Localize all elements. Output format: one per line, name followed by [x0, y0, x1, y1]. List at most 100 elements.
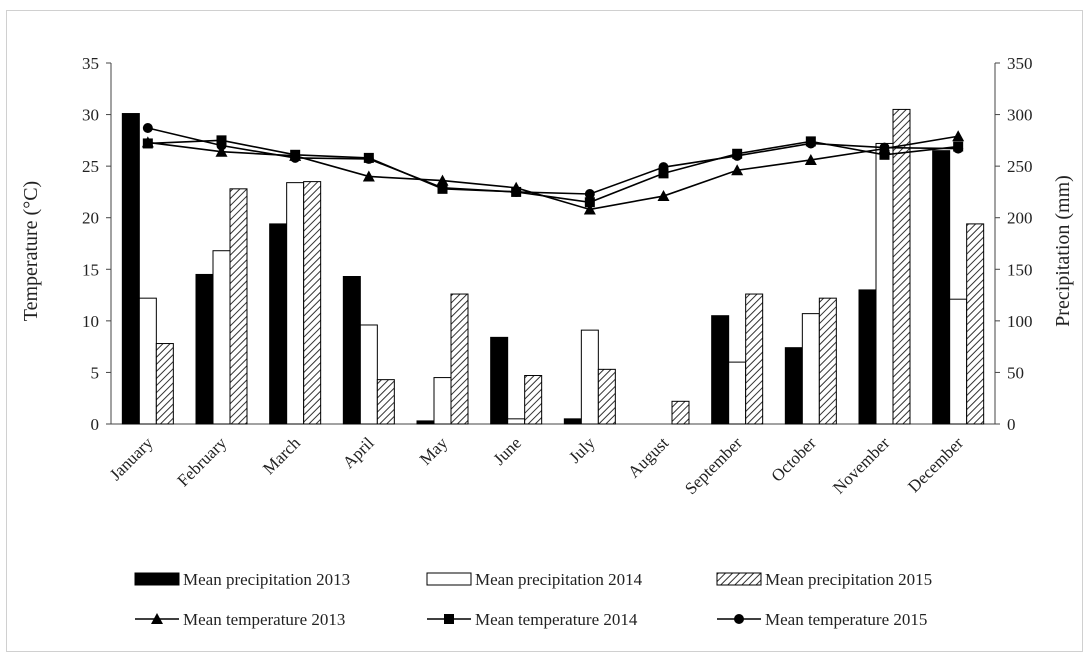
line-mean-temperature-2015: [147, 127, 959, 195]
legend-swatch: [134, 572, 180, 586]
legend-label: Mean precipitation 2013: [183, 570, 350, 589]
bar-mean-precipitation-2015: [966, 223, 985, 425]
point-mean-temperature-2015: [511, 186, 522, 197]
point-mean-temperature-2014: [142, 138, 153, 149]
y-left-tick-label: 30: [82, 106, 99, 125]
legend-marker: [734, 614, 744, 624]
point-mean-temperature-2015: [732, 150, 743, 161]
y-right-tick-label: 250: [1007, 157, 1033, 176]
bar-mean-precipitation-2013: [269, 223, 288, 425]
point-mean-temperature-2014: [879, 149, 890, 160]
bar-mean-precipitation-2015: [818, 297, 837, 425]
legend-marker: [151, 613, 163, 624]
bar-mean-precipitation-2014: [359, 324, 378, 425]
climate-chart: 05101520253035050100150200250300350Janua…: [20, 54, 1074, 629]
bar-mean-precipitation-2015: [671, 400, 690, 425]
y-right-tick-label: 200: [1007, 209, 1033, 228]
point-mean-temperature-2013: [215, 145, 228, 157]
bar-mean-precipitation-2013: [711, 315, 730, 425]
bar-mean-precipitation-2014: [433, 377, 452, 425]
legend-swatch: [426, 572, 472, 586]
legend-label: Mean temperature 2015: [765, 610, 927, 629]
line-mean-temperature-2013: [147, 135, 959, 211]
legend-label: Mean precipitation 2015: [765, 570, 932, 589]
y-right-tick-label: 150: [1007, 260, 1033, 279]
point-mean-temperature-2015: [584, 188, 595, 199]
point-mean-temperature-2014: [658, 168, 669, 179]
bar-mean-precipitation-2013: [416, 420, 435, 425]
bar-mean-precipitation-2014: [286, 182, 305, 425]
bar-mean-precipitation-2015: [892, 108, 911, 425]
point-mean-temperature-2013: [804, 153, 817, 165]
point-mean-temperature-2013: [583, 203, 596, 215]
y-right-tick-label: 350: [1007, 54, 1033, 73]
y-left-tick-label: 10: [82, 312, 99, 331]
bar-mean-precipitation-2014: [801, 313, 820, 425]
y-right-tick-label: 300: [1007, 106, 1033, 125]
legend-label: Mean temperature 2014: [475, 610, 638, 629]
point-mean-temperature-2015: [658, 162, 669, 173]
y-right-tick-label: 0: [1007, 415, 1016, 434]
x-tick-label: December: [904, 433, 967, 496]
bar-mean-precipitation-2013: [784, 347, 803, 425]
point-mean-temperature-2015: [953, 143, 964, 154]
point-mean-temperature-2015: [363, 153, 374, 164]
point-mean-temperature-2013: [362, 170, 375, 182]
y-left-tick-label: 35: [82, 54, 99, 73]
point-mean-temperature-2014: [216, 135, 227, 146]
x-tick-label: April: [339, 433, 378, 472]
x-tick-label: July: [565, 433, 599, 467]
point-mean-temperature-2015: [290, 152, 301, 163]
y-left-tick-label: 25: [82, 157, 99, 176]
point-mean-temperature-2015: [805, 138, 816, 149]
bar-mean-precipitation-2014: [212, 250, 231, 425]
bar-mean-precipitation-2015: [376, 379, 395, 425]
y-right-tick-label: 100: [1007, 312, 1033, 331]
x-tick-label: January: [106, 433, 157, 484]
y-right-tick-label: 50: [1007, 363, 1024, 382]
bar-mean-precipitation-2015: [524, 375, 543, 425]
bar-mean-precipitation-2014: [507, 418, 526, 425]
point-mean-temperature-2013: [436, 174, 449, 186]
bar-layer: [121, 108, 985, 425]
point-mean-temperature-2015: [879, 142, 890, 153]
y-left-tick-label: 5: [91, 363, 100, 382]
x-tick-label: March: [259, 433, 304, 478]
bar-mean-precipitation-2014: [949, 298, 968, 425]
chart-axes: [106, 62, 1000, 425]
bar-mean-precipitation-2015: [155, 343, 174, 425]
y-axis-left-title: Temperature (°C): [20, 181, 42, 321]
x-tick-label: February: [173, 433, 230, 490]
bar-mean-precipitation-2013: [121, 113, 140, 425]
bar-mean-precipitation-2015: [597, 368, 616, 425]
bar-mean-precipitation-2014: [875, 142, 894, 425]
legend-label: Mean temperature 2013: [183, 610, 345, 629]
point-mean-temperature-2015: [142, 122, 153, 133]
bar-mean-precipitation-2014: [580, 329, 599, 425]
chart-frame: 0 5 10 15 20 25 30 35 0 50 100 150 200 250 300 350 Janua…: [6, 10, 1083, 652]
bar-mean-precipitation-2013: [195, 273, 214, 425]
y-left-tick-label: 15: [82, 260, 99, 279]
x-tick-label: June: [490, 433, 525, 468]
x-tick-label: August: [624, 433, 672, 481]
bar-mean-precipitation-2015: [229, 188, 248, 425]
line-layer: [141, 122, 965, 215]
bar-mean-precipitation-2015: [450, 293, 469, 425]
bar-mean-precipitation-2013: [932, 150, 951, 425]
y-left-tick-label: 0: [91, 415, 100, 434]
bar-mean-precipitation-2014: [138, 297, 157, 425]
x-tick-label: October: [768, 433, 820, 485]
bar-mean-precipitation-2013: [342, 276, 361, 425]
legend: Mean precipitation 2013 Mean precipitatio…: [134, 570, 932, 629]
legend-swatch: [716, 572, 762, 586]
point-mean-temperature-2014: [584, 197, 595, 208]
x-tick-label: November: [829, 433, 893, 497]
bar-mean-precipitation-2013: [858, 289, 877, 425]
legend-label: Mean precipitation 2014: [475, 570, 643, 589]
point-mean-temperature-2015: [437, 182, 448, 193]
point-mean-temperature-2013: [657, 190, 670, 202]
x-tick-label: September: [681, 433, 746, 498]
y-axis-right-title: Precipitation (mm): [1052, 175, 1074, 327]
bar-mean-precipitation-2013: [563, 418, 582, 425]
point-mean-temperature-2015: [216, 140, 227, 151]
